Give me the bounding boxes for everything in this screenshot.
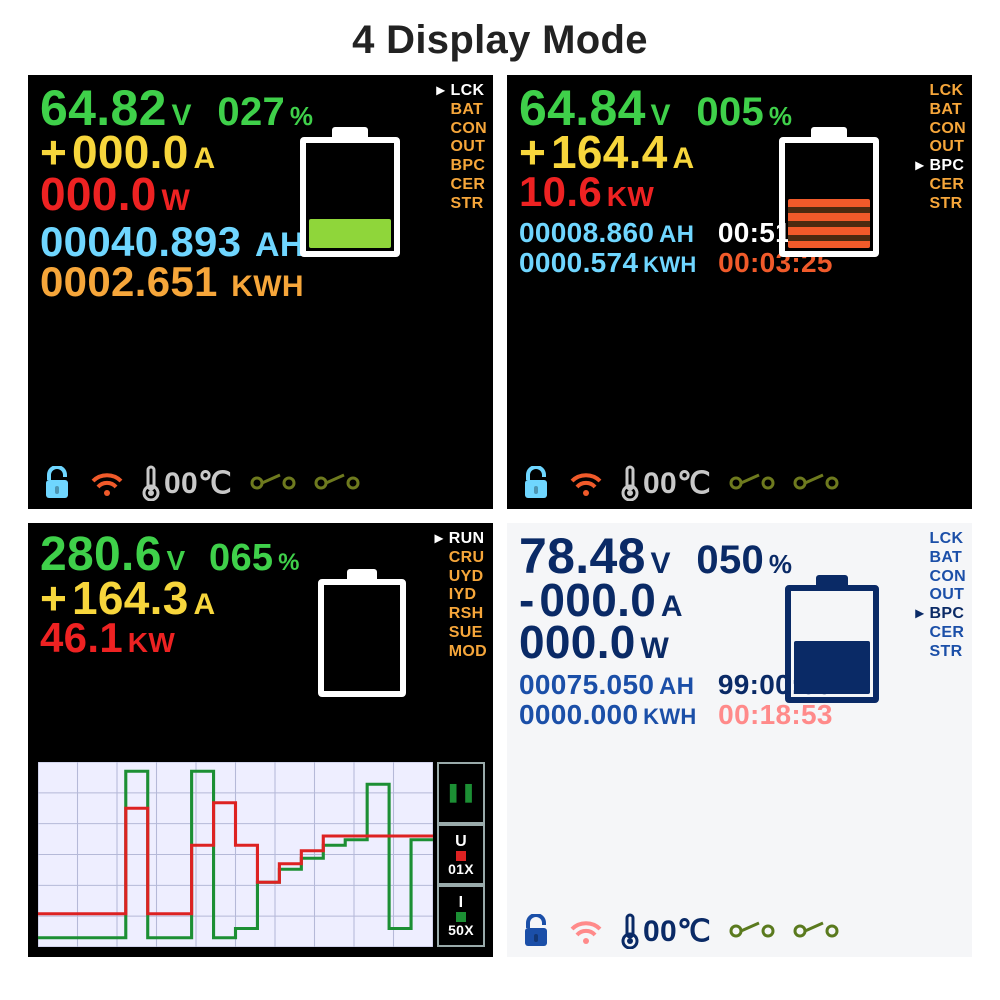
footer-row: 00℃ [521, 913, 839, 949]
power-unit: KW [128, 627, 175, 658]
side-item-bat[interactable]: BAT [438, 102, 487, 119]
side-item-str[interactable]: STR [917, 196, 966, 213]
battery-icon [300, 137, 400, 257]
switch-icon [729, 921, 775, 941]
current-unit: A [193, 588, 215, 621]
side-item-bat[interactable]: BAT [917, 102, 966, 119]
percent-value: 005 [696, 90, 764, 134]
side-item-sue[interactable]: SUE [437, 625, 487, 642]
side-item-lck[interactable]: LCK [917, 531, 966, 548]
thermometer-icon: 00℃ [621, 465, 711, 501]
ah-unit: AH [255, 226, 305, 264]
battery-icon [785, 585, 879, 703]
thermometer-icon: 00℃ [142, 465, 232, 501]
switch-icon [729, 473, 775, 493]
percent-value: 065 [209, 537, 273, 579]
side-item-bpc[interactable]: BPC [917, 158, 966, 175]
chart-controls: ❚❚ U 01X I 50X [437, 762, 485, 947]
side-item-cer[interactable]: CER [438, 177, 487, 194]
current-unit: A [672, 142, 694, 175]
ah-unit: AH [659, 673, 694, 700]
switch-icon [793, 473, 839, 493]
display-panel-3: 280.6 V 065 % + 164.3 A 46.1 KW RUNCRUUY… [28, 523, 493, 957]
side-item-str[interactable]: STR [917, 644, 966, 661]
kwh-unit: KWH [643, 252, 697, 277]
chart-i-scale[interactable]: I 50X [437, 885, 485, 947]
waveform-chart [38, 762, 433, 947]
switch-icon [793, 921, 839, 941]
side-item-cer[interactable]: CER [917, 625, 966, 642]
side-item-bat[interactable]: BAT [917, 550, 966, 567]
chart-u-scale[interactable]: U 01X [437, 824, 485, 886]
wifi-icon [569, 917, 603, 945]
power-unit: KW [607, 181, 654, 212]
display-panel-2: 64.84 V 005 % + 164.4 A 10.6 KW 00008.86… [507, 75, 972, 509]
display-panel-4: 78.48 V 050 % - 000.0 A 000.0 W 00075.05… [507, 523, 972, 957]
ah-value: 00008.860 [519, 217, 654, 248]
side-item-lck[interactable]: LCK [438, 83, 487, 100]
side-item-str[interactable]: STR [438, 196, 487, 213]
kwh-value: 0000.574 [519, 247, 638, 278]
side-status-list: LCK BAT CONOUT BPC CER STR [438, 83, 487, 213]
kwh-value: 0002.651 [40, 258, 218, 305]
side-item-con[interactable]: CON [917, 569, 966, 586]
kwh-unit: KWH [231, 270, 304, 303]
power-value: 000.0 [40, 168, 157, 220]
battery-icon [779, 137, 879, 257]
ah-unit: AH [659, 221, 694, 248]
wifi-icon [569, 469, 603, 497]
battery-icon [318, 579, 406, 697]
power-value: 000.0 [519, 616, 636, 668]
side-status-list: RUN CRU UYDIYD RSH SUE MOD [437, 531, 487, 661]
percent-value: 027 [217, 90, 285, 134]
thermometer-icon: 00℃ [621, 913, 711, 949]
display-panel-1: 64.82 V 027 % + 000.0 A 000.0 W 00040.89… [28, 75, 493, 509]
side-item-rsh[interactable]: RSH [437, 606, 487, 623]
footer-row: 00℃ [521, 465, 839, 501]
power-unit: W [640, 632, 669, 665]
side-item-lck[interactable]: LCK [917, 83, 966, 100]
switch-icon [314, 473, 360, 493]
percent-unit: % [769, 549, 792, 579]
side-item-con[interactable]: CON [438, 121, 487, 138]
side-item-bpc[interactable]: BPC [438, 158, 487, 175]
percent-value: 050 [696, 538, 764, 582]
percent-unit: % [290, 101, 313, 131]
side-item-mod[interactable]: MOD [437, 644, 487, 661]
side-item-out[interactable]: OUT [438, 139, 487, 156]
side-item-uyd[interactable]: UYD [437, 569, 487, 586]
page-title: 4 Display Mode [0, 0, 1000, 75]
ah-value: 00075.050 [519, 669, 654, 700]
percent-unit: % [278, 549, 300, 576]
kwh-unit: KWH [643, 704, 697, 729]
side-item-cer[interactable]: CER [917, 177, 966, 194]
side-item-out[interactable]: OUT [917, 139, 966, 156]
kwh-value: 0000.000 [519, 699, 638, 730]
side-item-cru[interactable]: CRU [437, 550, 487, 567]
power-value: 46.1 [40, 614, 123, 661]
lock-icon [521, 466, 551, 500]
side-item-con[interactable]: CON [917, 121, 966, 138]
lock-icon [521, 914, 551, 948]
power-value: 10.6 [519, 168, 602, 215]
switch-icon [250, 473, 296, 493]
wifi-icon [90, 469, 124, 497]
power-unit: W [161, 184, 190, 217]
side-item-iyd[interactable]: IYD [437, 587, 487, 604]
footer-row: 00℃ [42, 465, 360, 501]
side-item-run[interactable]: RUN [437, 531, 487, 548]
side-status-list: LCK BAT CONOUT BPC CER STR [917, 531, 966, 661]
chart-pause-button[interactable]: ❚❚ [437, 762, 485, 824]
current-unit: A [193, 142, 215, 175]
panel-grid: 64.82 V 027 % + 000.0 A 000.0 W 00040.89… [0, 75, 1000, 985]
lock-icon [42, 466, 72, 500]
side-status-list: LCK BAT CONOUT BPC CER STR [917, 83, 966, 213]
time-run: 00:18:53 [718, 699, 833, 730]
side-item-out[interactable]: OUT [917, 587, 966, 604]
percent-unit: % [769, 101, 792, 131]
side-item-bpc[interactable]: BPC [917, 606, 966, 623]
